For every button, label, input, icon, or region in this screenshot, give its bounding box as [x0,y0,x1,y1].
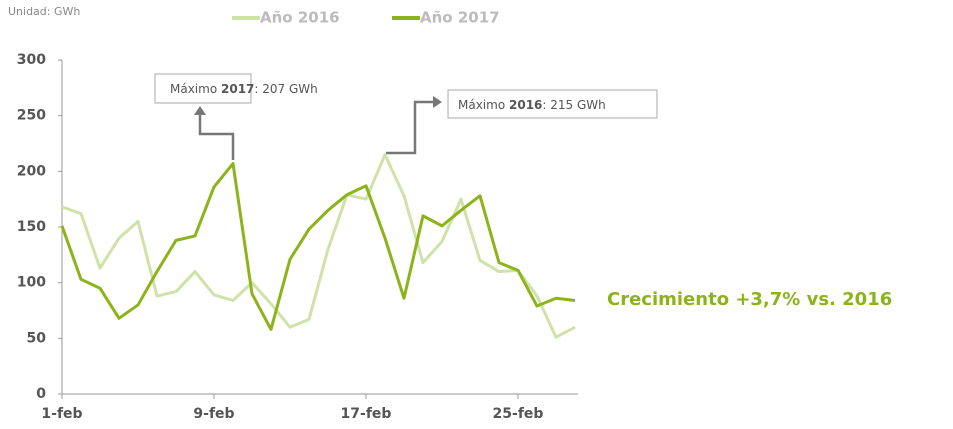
y-tick-label: 0 [36,386,46,402]
y-tick-label: 50 [27,330,47,346]
connector [386,100,434,155]
x-tick-label: 17-feb [341,406,392,422]
y-tick-label: 150 [17,219,46,235]
annotation-box [154,73,252,104]
x-tick-label: 1-feb [41,406,82,422]
series-line [61,153,576,339]
connector [198,114,235,160]
annotation: Máximo 2016: 215 GWh [458,98,606,112]
unit-label: Unidad: GWh [8,5,80,18]
annotation: Máximo 2017: 207 GWh [170,82,318,96]
arrowhead [194,106,206,115]
growth-note: Crecimiento +3,7% vs. 2016 [607,289,892,310]
legend-label: Año 2016 [260,9,340,27]
y-tick-label: 200 [17,163,46,179]
legend-label: Año 2017 [420,9,500,27]
y-tick-label: 300 [17,52,46,68]
series-line [60,162,576,331]
annotation-box [447,89,658,119]
y-tick-label: 250 [17,108,46,124]
y-tick-label: 100 [17,275,46,291]
x-tick-label: 9-feb [193,406,234,422]
arrowhead [433,96,442,108]
x-tick-label: 25-feb [493,406,544,422]
